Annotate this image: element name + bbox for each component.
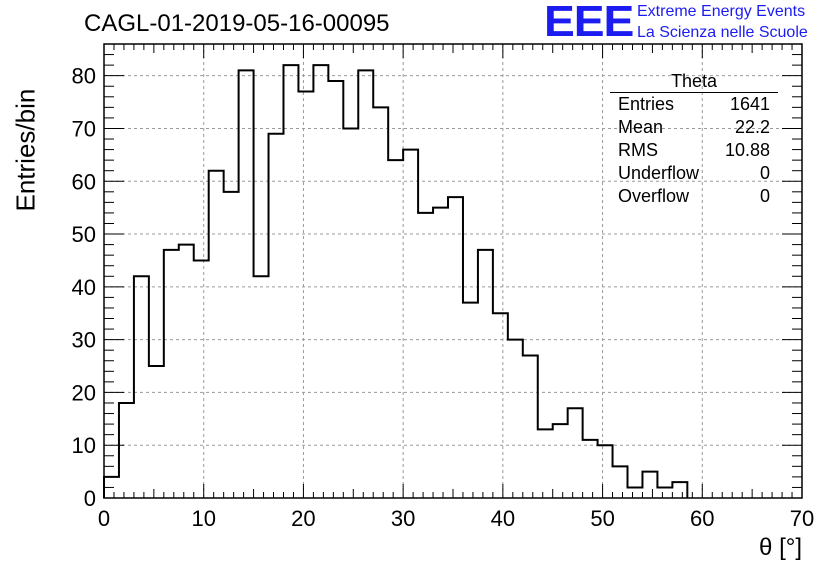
y-tick-label: 80 [72,64,96,89]
histogram-bin [388,160,403,498]
histogram-bin [104,477,119,498]
stats-label: Entries [618,94,675,114]
histogram-bin [313,65,328,498]
y-tick-label: 70 [72,116,96,141]
x-tick-label: 40 [491,506,515,531]
histogram-bin [628,487,643,498]
stats-row-entries: Entries 1641 [610,93,778,116]
histogram-bin [254,276,269,498]
stats-row-rms: RMS 10.88 [610,139,778,162]
eee-logo-mark: EEE [544,0,634,46]
histogram-bin [433,208,448,498]
stats-label: RMS [618,140,658,160]
histogram-bin [568,408,583,498]
histogram-bin [598,445,613,498]
stats-value: 1641 [729,94,770,114]
stats-label: Overflow [618,186,690,206]
chart-title: CAGL-01-2019-05-16-00095 [84,10,390,37]
x-tick-label: 20 [291,506,315,531]
histogram-bin [642,472,657,498]
stats-value: 0 [759,163,770,183]
x-axis-label: θ [°] [759,534,802,561]
histogram-bin [149,366,164,498]
histogram-bin [298,92,313,498]
histogram-bin [448,197,463,498]
y-tick-label: 10 [72,433,96,458]
stats-label: Mean [618,117,664,137]
histogram-bin [657,487,672,498]
x-tick-label: 70 [790,506,814,531]
logo-line-1: Extreme Energy Events [637,3,806,20]
histogram-bin [119,403,134,498]
histogram-series [103,64,689,498]
y-axis-label-box: Entries/bin [4,89,44,212]
histogram-bin [164,250,179,498]
y-tick-label: 20 [72,380,96,405]
histogram-bin [343,128,358,498]
histogram-bin [194,260,209,498]
y-tick-label: 60 [72,169,96,194]
histogram-bin [403,150,418,498]
histogram-bin [269,134,284,498]
y-tick-label: 30 [72,328,96,353]
logo-line-2: La Scienza nelle Scuole [637,24,808,41]
histogram-bin [418,213,433,498]
histogram-bin [463,303,478,498]
histogram-bin [538,429,553,498]
y-tick-label: 0 [84,486,96,511]
stats-row-mean: Mean 22.2 [610,116,778,139]
histogram-bin [134,276,149,498]
histogram-bin [373,107,388,498]
y-tick-label: 50 [72,222,96,247]
y-tick-label: 40 [72,275,96,300]
histogram-bin [358,70,373,498]
histogram-bin [328,81,343,498]
histogram-bin [209,171,224,498]
x-tick-label: 60 [690,506,714,531]
histogram-bin [508,340,523,498]
stats-value: 22.2 [734,117,770,137]
x-tick-label: 30 [391,506,415,531]
histogram-bin [179,245,194,498]
x-tick-label: 50 [590,506,614,531]
stats-row-underflow: Underflow 0 [610,162,778,185]
x-tick-label: 0 [98,506,110,531]
histogram-bin [478,250,493,498]
y-axis-label: Entries/bin [10,88,41,212]
stats-row-overflow: Overflow 0 [610,185,778,208]
stats-label: Underflow [618,163,700,183]
histogram-bin [553,424,568,498]
stats-value: 10.88 [724,140,770,160]
stats-value: 0 [759,186,770,206]
histogram-bin [583,440,598,498]
stats-title: Theta [610,72,778,93]
histogram-bin [224,192,239,498]
histogram-bin [613,466,628,498]
x-tick-label: 10 [191,506,215,531]
histogram-bin [239,70,254,498]
stats-box: Theta Entries 1641 Mean 22.2 RMS 10.88 U… [610,72,778,208]
histogram-bin [523,355,538,498]
histogram-bin [493,313,508,498]
histogram-bin [672,482,687,498]
histogram-bin [283,65,298,498]
